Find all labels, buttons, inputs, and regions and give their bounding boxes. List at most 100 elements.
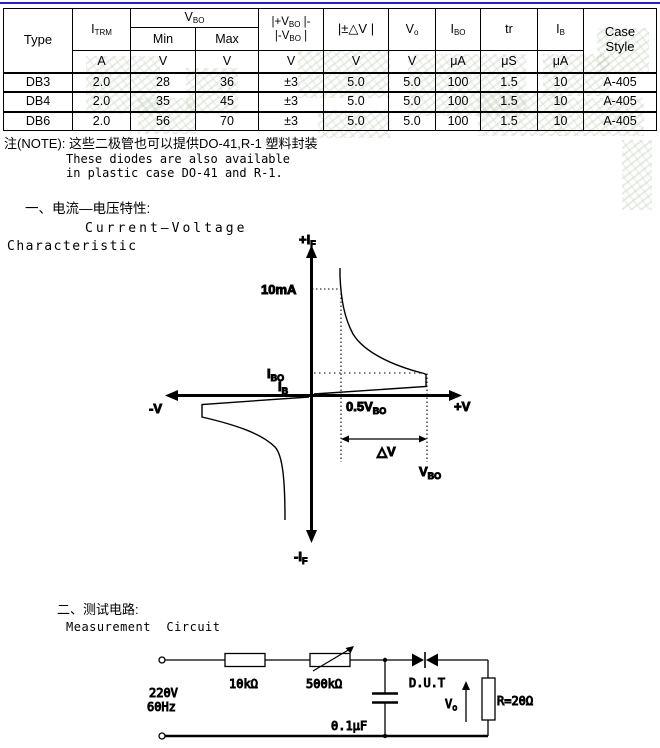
label-resistor-500k: 500kΩ — [306, 677, 342, 691]
col-header-delta-v: |±△V | — [323, 8, 389, 51]
col-header-vbo-diff: |+VBO |- |-VBO | — [258, 8, 324, 51]
vbo-diff-line1: |+VBO |- — [260, 16, 323, 30]
iv-characteristic-graph: +IF 10mA IBO IB -V +V 0.5VBO △V VBO -IF — [149, 232, 472, 567]
tr-label: tr — [505, 22, 513, 37]
note-zh: 注(NOTE): 这些二极管也可以提供DO-41,R-1 塑料封装 — [4, 136, 318, 151]
diac-triangle-left — [412, 653, 424, 667]
terminal-bottom — [158, 732, 166, 740]
label-ib: IB — [278, 379, 289, 396]
label-vbo: VBO — [419, 464, 441, 481]
vbo-sub: BO — [192, 16, 205, 26]
col-header-type-label: Type — [23, 31, 53, 47]
y-axis-arrow-up — [306, 245, 317, 258]
note-en-line2: in plastic case DO-41 and R-1. — [66, 166, 283, 180]
cell-ibo: 100 — [435, 71, 481, 92]
unit-vbo-diff: V — [258, 50, 324, 73]
label-vo: Vo — [445, 697, 457, 714]
cell-diff: ±3 — [258, 90, 324, 112]
itrm-base: I — [91, 21, 95, 36]
iv-curve-q3 — [201, 396, 310, 521]
cell-tr: 1.5 — [480, 71, 538, 92]
cell-vbo-max: 36 — [195, 71, 259, 92]
section2-heading-zh: 二、测试电路: — [57, 602, 139, 617]
label-capacitor: 0.1μF — [331, 719, 367, 733]
itrm-sub: TRM — [94, 27, 112, 37]
ib-sub: B — [559, 27, 565, 37]
label-delta-v: △V — [376, 444, 396, 459]
cell-tr: 1.5 — [480, 90, 538, 112]
watermark — [622, 140, 652, 210]
col-header-case-style: Case Style — [583, 8, 657, 73]
cell-dv: 5.0 — [323, 110, 389, 131]
neg-if-base: -I — [294, 549, 302, 564]
label-source-voltage: 220V — [149, 686, 178, 700]
table-row: DB4 2.0 35 45 ±3 5.0 5.0 100 1.5 10 A-40… — [3, 90, 657, 112]
pos-if-sub: F — [310, 239, 316, 249]
note-en-line1: These diodes are also available — [66, 152, 290, 166]
col-header-itrm: ITRM — [72, 8, 131, 51]
unit-vbo-min: V — [130, 50, 196, 73]
cell-diff: ±3 — [258, 110, 324, 131]
diff-l2a: |-V — [274, 29, 290, 42]
cell-case: A-405 — [583, 90, 657, 112]
case-line1: Case — [604, 24, 636, 40]
section1-heading-zh: 一、电流—电压特性: — [25, 201, 151, 216]
delta-v-arrowhead-right — [419, 435, 427, 443]
col-header-ibo: IBO — [435, 8, 481, 51]
top-divider — [0, 2, 660, 4]
cell-type: DB6 — [3, 110, 73, 131]
cell-vo: 5.0 — [388, 90, 436, 112]
cell-case: A-405 — [583, 110, 657, 131]
label-dut: D.U.T — [409, 676, 445, 690]
unit-tr: μS — [480, 50, 538, 73]
unit-vo: V — [388, 50, 436, 73]
spec-table: Type ITRM VBO |+VBO |- |-VBO | |±△V | Vo… — [3, 8, 657, 131]
half-vbo-sub: BO — [373, 406, 387, 416]
label-pos-if: +IF — [299, 232, 316, 249]
diff-l1a: |+V — [271, 16, 289, 29]
diac-triangle-right — [426, 653, 438, 667]
section1-heading-en: Current—Voltage — [85, 221, 248, 236]
unit-vbo-max: V — [195, 50, 259, 73]
cell-tr: 1.5 — [480, 110, 538, 131]
half-vbo-base: 0.5V — [346, 399, 373, 414]
label-resistor-10k: 10kΩ — [229, 677, 258, 691]
unit-itrm: A — [72, 50, 131, 73]
label-neg-v: -V — [149, 401, 162, 416]
cell-vbo-min: 56 — [130, 110, 196, 131]
diff-l2s: BO — [289, 33, 301, 43]
variable-resistor-arrow — [312, 648, 351, 672]
iv-curve-q1 — [313, 268, 427, 395]
y-axis-arrow-down — [306, 530, 317, 543]
col-header-vbo: VBO — [130, 8, 259, 28]
cell-vbo-max: 45 — [195, 90, 259, 112]
cell-itrm: 2.0 — [72, 110, 131, 131]
terminal-top — [158, 656, 166, 664]
cell-type: DB3 — [3, 71, 73, 92]
resistor-10k — [224, 652, 266, 668]
label-load-resistor: R=20Ω — [497, 694, 533, 708]
cell-vo: 5.0 — [388, 71, 436, 92]
cell-case: A-405 — [583, 71, 657, 92]
delta-v-arrowhead-left — [341, 435, 349, 443]
x-axis-arrow-left — [165, 390, 178, 401]
vbo-base: V — [419, 464, 428, 479]
cell-itrm: 2.0 — [72, 90, 131, 112]
x-axis-arrow-right — [449, 390, 462, 401]
vbo-base: V — [184, 10, 193, 25]
vo-arrowhead — [462, 681, 470, 690]
variable-resistor-arrowhead — [345, 646, 354, 654]
vo-sub: o — [452, 704, 457, 714]
case-line2: Style — [605, 39, 635, 55]
label-half-vbo: 0.5VBO — [346, 399, 386, 416]
table-row: DB3 2.0 28 36 ±3 5.0 5.0 100 1.5 10 A-40… — [3, 71, 657, 92]
measurement-circuit: 220V 60Hz 10kΩ 500kΩ 0.1μF D.U.T Vo R=20… — [147, 646, 534, 740]
unit-delta-v: V — [323, 50, 389, 73]
delta-v-label: |±△V | — [337, 21, 375, 37]
load-resistor — [481, 677, 496, 721]
diff-l1b: |- — [300, 16, 311, 29]
cell-vbo-min: 28 — [130, 71, 196, 92]
diff-l1s: BO — [288, 20, 301, 30]
cell-ibo: 100 — [435, 90, 481, 112]
vo-base: V — [445, 697, 452, 711]
